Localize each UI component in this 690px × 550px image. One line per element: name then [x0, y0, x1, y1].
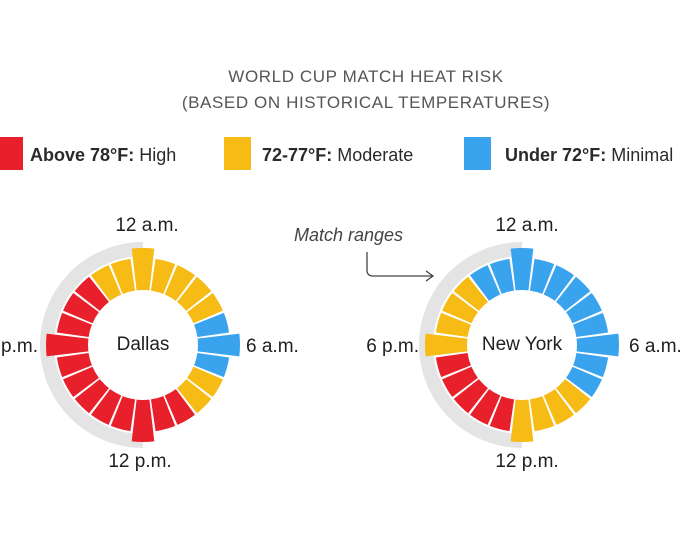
hour-segment [489, 258, 515, 294]
annotation-arrow [366, 252, 432, 277]
hour-segment [442, 366, 478, 397]
hour-segment [56, 352, 92, 378]
hour-segment [150, 258, 176, 294]
hour-segment [197, 333, 241, 357]
legend-swatch-moderate [224, 137, 251, 170]
annotation-arrowhead [425, 270, 435, 282]
hour-segment [110, 396, 136, 432]
hour-segment [91, 265, 122, 301]
hour-segment [529, 396, 555, 432]
hour-segment [91, 389, 122, 425]
hour-segment [435, 312, 471, 338]
hour-segment [453, 379, 488, 414]
hour-label-right: 6 a.m. [629, 336, 682, 357]
hour-segment [150, 396, 176, 432]
hour-segment [556, 276, 591, 311]
hour-segment [543, 389, 574, 425]
hour-segment [435, 352, 471, 378]
hour-segment [187, 293, 223, 324]
hour-segment [576, 333, 620, 357]
hour-segment [573, 352, 609, 378]
hour-label-bottom: 12 p.m. [108, 451, 171, 472]
hour-segment [63, 366, 99, 397]
hour-segment [194, 352, 230, 378]
legend-swatch-minimal [464, 137, 491, 170]
chart-title: WORLD CUP MATCH HEAT RISK [228, 67, 503, 86]
hour-label-bottom: 12 p.m. [495, 451, 558, 472]
hour-segment [529, 258, 555, 294]
hour-label-top: 12 a.m. [115, 215, 178, 236]
legend: Above 78°F: High 72-77°F: Moderate Under… [0, 137, 673, 170]
hour-segment [566, 293, 602, 324]
match-ranges-annotation: Match ranges [294, 225, 403, 245]
hour-label-left: 6 p.m. [366, 336, 419, 357]
hour-segment [573, 312, 609, 338]
hour-segment [131, 247, 155, 291]
hour-segment [424, 333, 468, 357]
hour-segment [442, 293, 478, 324]
hour-segment [194, 312, 230, 338]
hour-segment [510, 247, 534, 291]
city-label-new-york: New York [482, 334, 563, 355]
legend-swatch-high [0, 137, 23, 170]
hour-segment [470, 389, 501, 425]
hour-segment [556, 379, 591, 414]
legend-label-high: Above 78°F: High [30, 145, 176, 165]
hour-segment [566, 366, 602, 397]
match-range-band [39, 242, 143, 448]
hour-segment [453, 276, 488, 311]
hour-segment [63, 293, 99, 324]
hour-segment [187, 366, 223, 397]
new-york-ring [418, 242, 620, 448]
hour-segment [131, 399, 155, 443]
hour-segment [45, 333, 89, 357]
hour-label-left: 6 p.m. [0, 336, 38, 357]
hour-label-right: 6 a.m. [246, 336, 299, 357]
hour-segment [510, 399, 534, 443]
hour-segment [164, 389, 195, 425]
hour-segment [74, 276, 109, 311]
hour-label-top: 12 a.m. [495, 215, 558, 236]
hour-segment [56, 312, 92, 338]
hour-segment [543, 265, 574, 301]
match-range-band [418, 242, 522, 448]
chart-subtitle: (BASED ON HISTORICAL TEMPERATURES) [182, 93, 550, 112]
city-label-dallas: Dallas [117, 334, 170, 355]
legend-label-minimal: Under 72°F: Minimal [505, 145, 673, 165]
dallas-ring [39, 242, 241, 448]
hour-segment [177, 379, 212, 414]
hour-segment [74, 379, 109, 414]
hour-segment [110, 258, 136, 294]
hour-segment [489, 396, 515, 432]
hour-segment [164, 265, 195, 301]
hour-segment [177, 276, 212, 311]
legend-label-moderate: 72-77°F: Moderate [262, 145, 413, 165]
hour-segment [470, 265, 501, 301]
